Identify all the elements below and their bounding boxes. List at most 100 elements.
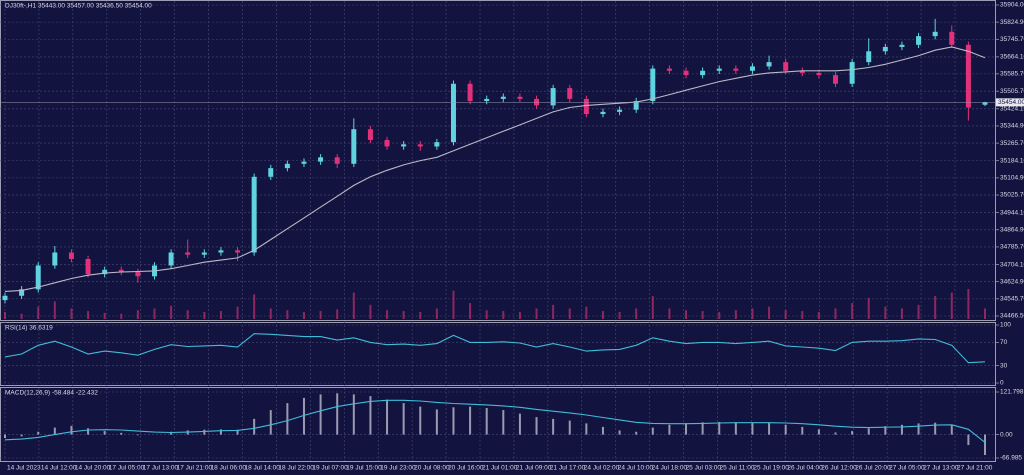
volume-bar [203, 311, 206, 319]
macd-bar [967, 434, 970, 446]
candle-body [683, 70, 689, 76]
volume-bar [502, 311, 505, 319]
macd-bar [336, 393, 339, 435]
macd-bar [352, 394, 355, 435]
candle-body [367, 129, 373, 141]
macd-bar [585, 423, 588, 435]
macd-bar [784, 424, 787, 435]
macd-bar [4, 434, 6, 439]
macd-panel-frame [0, 387, 996, 462]
candle-body [318, 157, 324, 162]
macd-bar [934, 422, 937, 435]
volume-bar [402, 311, 405, 319]
volume-bar [751, 308, 754, 319]
candle-body [849, 62, 855, 84]
candle-body [35, 265, 41, 290]
volume-bar [120, 313, 123, 319]
x-tick-label: 21 Jul 01:00 [482, 465, 518, 472]
volume-bar [369, 304, 372, 319]
candle-body [650, 68, 656, 102]
volume-bar [103, 312, 106, 319]
y-tick-label: 121.798 [1000, 389, 1024, 396]
candle-body [284, 163, 290, 169]
macd-bar [286, 403, 289, 435]
y-tick-label: 35824.90 [1000, 19, 1024, 26]
candle-body [218, 250, 224, 253]
y-tick-label: 34545.70 [1000, 296, 1024, 303]
x-tick-label: 21 Jul 17:00 [550, 465, 586, 472]
macd-bar [369, 396, 372, 435]
candle-body [52, 252, 58, 266]
volume-bar [668, 308, 671, 319]
y-tick-label: 35745.70 [1000, 36, 1024, 43]
volume-bar [585, 306, 588, 319]
y-tick-label: 30 [1000, 362, 1008, 369]
x-tick-label: 18 Jul 06:00 [211, 465, 247, 472]
candle-body [749, 66, 755, 71]
macd-bar [103, 431, 106, 435]
candle-body [816, 72, 822, 76]
volume-bar [352, 292, 355, 319]
volume-bar [784, 310, 787, 319]
y-tick-label: 34785.70 [1000, 244, 1024, 251]
volume-bar [685, 310, 688, 319]
candle-body [700, 70, 706, 76]
candle-body [168, 252, 174, 266]
macd-bar [136, 434, 139, 436]
x-tick-label: 27 Jul 21:00 [957, 465, 993, 472]
volume-bar [469, 303, 472, 319]
x-tick-label: 14 Jul 20:00 [75, 465, 111, 472]
macd-bar [884, 426, 887, 435]
candle-body [899, 44, 905, 47]
candle-body [617, 109, 623, 112]
volume-bar [419, 311, 422, 319]
x-tick-label: 25 Jul 03:00 [686, 465, 722, 472]
volume-bar [186, 310, 189, 319]
macd-bar [535, 417, 538, 435]
candle-body [235, 250, 241, 253]
y-tick-label: 35104.90 [1000, 175, 1024, 182]
y-tick-label: 34864.90 [1000, 227, 1024, 234]
x-tick-label: 14 Jul 12:00 [41, 465, 77, 472]
x-tick-label: 20 Jul 16:00 [448, 465, 484, 472]
candle-body [932, 31, 938, 37]
macd-bar [203, 429, 206, 435]
macd-bar [469, 406, 472, 435]
candle-body [301, 161, 307, 164]
candle-body [2, 295, 8, 301]
y-tick-label: 35184.10 [1000, 157, 1024, 164]
macd-bar [851, 431, 854, 435]
x-tick-label: 27 Jul 05:00 [889, 465, 925, 472]
candle-body [716, 68, 722, 71]
candle-body [517, 96, 523, 99]
volume-bar [734, 310, 737, 319]
y-tick-label: 35424.10 [1000, 106, 1024, 113]
volume-bar [319, 311, 322, 319]
macd-bar [984, 434, 986, 456]
macd-bar [219, 429, 222, 435]
volume-bar [884, 306, 887, 319]
candle-body [550, 88, 556, 106]
candle-body [633, 101, 639, 110]
candle-body [85, 258, 91, 275]
macd-bar [718, 421, 721, 435]
x-tick-label: 19 Jul 15:00 [346, 465, 382, 472]
volume-bar [170, 305, 173, 319]
volume-bar [768, 306, 771, 319]
volume-bar [236, 306, 239, 319]
candle-body [965, 44, 971, 108]
macd-bar [120, 432, 123, 435]
signal-line [4, 399, 986, 443]
candle-body [417, 144, 423, 147]
volume-bar [336, 309, 339, 319]
candle-body [434, 142, 440, 147]
volume-bar [518, 311, 521, 319]
x-tick-label: 26 Jul 20:00 [855, 465, 891, 472]
candle-body [185, 252, 191, 255]
volume-bar [253, 294, 256, 319]
candle-body [401, 144, 407, 147]
volume-bar [934, 296, 937, 319]
x-tick-label: 25 Jul 11:00 [720, 465, 755, 472]
